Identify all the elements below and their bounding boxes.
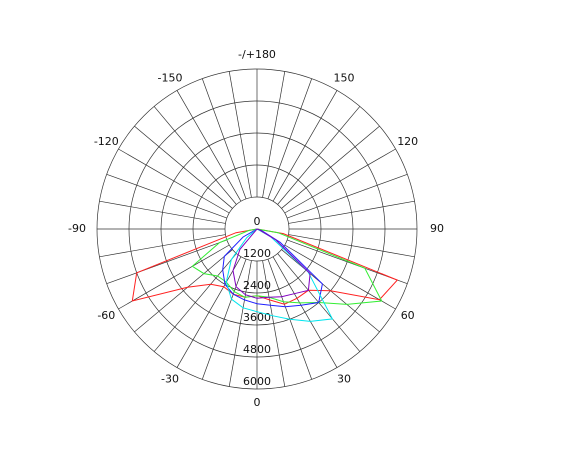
angle-tick-label: 90 xyxy=(430,222,444,235)
angle-tick-label: -90 xyxy=(68,222,86,235)
ring xyxy=(96,68,418,390)
ring xyxy=(160,132,354,326)
angle-tick-label: 0 xyxy=(254,396,261,409)
angle-tick-label: 150 xyxy=(334,71,355,84)
angle-tick-label: -120 xyxy=(94,135,119,148)
angle-tick-label: 60 xyxy=(401,309,415,322)
intensity-curve xyxy=(222,228,323,308)
r-tick-label: 3600 xyxy=(243,311,271,324)
ring xyxy=(192,164,322,294)
r-tick-label: 1200 xyxy=(243,247,271,260)
ring xyxy=(128,100,386,358)
angle-tick-label: 120 xyxy=(397,135,418,148)
angle-tick-label: -30 xyxy=(161,373,179,386)
angle-tick-label: 30 xyxy=(337,373,351,386)
intensity-curve xyxy=(191,228,383,305)
angle-tick-label: -/+180 xyxy=(238,48,276,61)
angle-tick-label: -60 xyxy=(97,309,115,322)
ring xyxy=(224,196,290,262)
intensity-curve xyxy=(225,228,334,322)
r-tick-label: 4800 xyxy=(243,343,271,356)
r-tick-label: 6000 xyxy=(243,375,271,388)
intensity-curve xyxy=(232,228,311,299)
r-tick-label: 2400 xyxy=(243,279,271,292)
angle-tick-label: -150 xyxy=(158,71,183,84)
r-tick-label: 0 xyxy=(254,215,261,228)
intensity-curve xyxy=(131,228,399,305)
